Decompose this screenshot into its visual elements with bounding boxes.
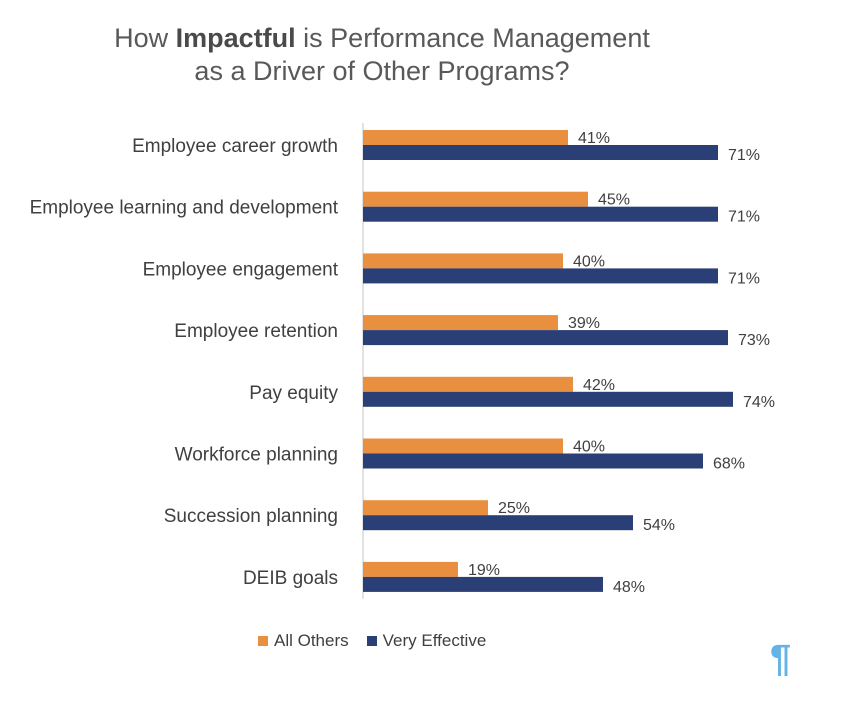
bar-very-effective-succession-planning xyxy=(363,515,633,531)
legend: All Others Very Effective xyxy=(258,631,486,651)
data-label-very-effective-workforce-planning: 68% xyxy=(713,456,745,473)
data-label-all-others-succession-planning: 25% xyxy=(498,500,530,517)
category-label-learning-development: Employee learning and development xyxy=(30,198,339,219)
data-label-all-others-retention: 39% xyxy=(568,315,600,332)
data-label-all-others-pay-equity: 42% xyxy=(583,377,615,394)
bar-very-effective-career-growth xyxy=(363,145,718,160)
bar-all-others-succession-planning xyxy=(363,500,488,516)
bar-all-others-deib-goals xyxy=(363,561,458,577)
bar-all-others-learning-development xyxy=(363,191,588,207)
data-label-all-others-workforce-planning: 40% xyxy=(573,439,605,456)
category-label-deib-goals: DEIB goals xyxy=(243,568,338,589)
category-label-retention: Employee retention xyxy=(174,321,338,342)
data-label-very-effective-deib-goals: 48% xyxy=(613,579,645,596)
data-label-very-effective-engagement: 71% xyxy=(728,270,760,287)
category-label-engagement: Employee engagement xyxy=(143,259,339,280)
pilcrow-logo-icon: ¶ xyxy=(770,638,792,680)
chart-title-line2: as a Driver of Other Programs? xyxy=(194,56,570,86)
chart-title-emphasis: Impactful xyxy=(175,23,296,53)
legend-item-very-effective: Very Effective xyxy=(366,631,487,651)
bar-all-others-engagement xyxy=(363,253,563,269)
category-label-career-growth: Employee career growth xyxy=(132,136,338,157)
bar-all-others-retention xyxy=(363,315,558,331)
data-label-very-effective-retention: 73% xyxy=(738,332,770,349)
bar-very-effective-workforce-planning xyxy=(363,453,703,469)
bar-very-effective-deib-goals xyxy=(363,576,603,592)
data-label-very-effective-pay-equity: 74% xyxy=(743,394,775,411)
bar-all-others-pay-equity xyxy=(363,376,573,392)
category-label-workforce-planning: Workforce planning xyxy=(175,445,338,466)
bar-very-effective-engagement xyxy=(363,268,718,284)
data-label-all-others-learning-development: 45% xyxy=(598,192,630,209)
legend-swatch-very-effective xyxy=(366,636,377,646)
legend-label-very-effective: Very Effective xyxy=(382,631,487,650)
data-label-all-others-engagement: 40% xyxy=(573,253,605,270)
bar-very-effective-learning-development xyxy=(363,206,718,222)
bar-very-effective-retention xyxy=(363,330,728,346)
chart-title-rest: is Performance Management xyxy=(295,23,650,53)
bar-all-others-workforce-planning xyxy=(363,438,563,454)
chart-title: How Impactful is Performance Management … xyxy=(0,22,764,88)
category-label-pay-equity: Pay equity xyxy=(249,383,338,404)
bar-all-others-career-growth xyxy=(363,130,568,145)
category-label-succession-planning: Succession planning xyxy=(164,506,338,527)
data-label-all-others-career-growth: 41% xyxy=(578,130,610,147)
bar-very-effective-pay-equity xyxy=(363,391,733,407)
chart-title-prefix: How xyxy=(114,23,176,53)
legend-label-all-others: All Others xyxy=(274,631,349,650)
data-label-all-others-deib-goals: 19% xyxy=(468,562,500,579)
data-label-very-effective-learning-development: 71% xyxy=(728,209,760,226)
data-label-very-effective-career-growth: 71% xyxy=(728,147,760,164)
legend-item-all-others: All Others xyxy=(258,631,349,651)
legend-swatch-all-others xyxy=(258,636,268,646)
data-label-very-effective-succession-planning: 54% xyxy=(643,517,675,534)
